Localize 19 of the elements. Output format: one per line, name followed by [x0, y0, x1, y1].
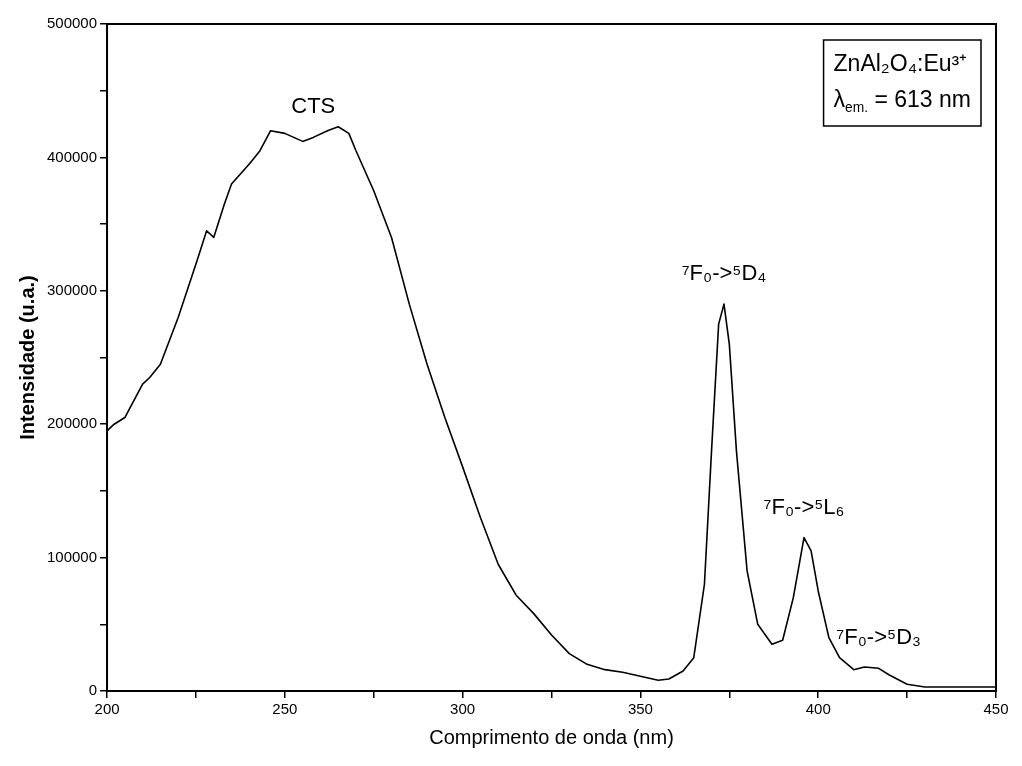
annotation: ⁷F₀->⁵D₃ — [836, 624, 921, 650]
y-tick-label: 200000 — [46, 414, 98, 432]
x-tick-label: 250 — [272, 700, 298, 718]
x-axis-title: Comprimento de onda (nm) — [429, 725, 674, 748]
y-tick-label: 400000 — [46, 147, 98, 165]
y-tick-label: 500000 — [46, 14, 98, 32]
annotation: ZnAl₂O₄:Eu³⁺ — [833, 50, 968, 77]
y-axis-title: Intensidade (u.a.) — [15, 275, 38, 440]
x-tick-label: 400 — [805, 700, 831, 718]
x-tick-label: 200 — [94, 700, 120, 718]
annotation: ⁷F₀->⁵L₆ — [763, 493, 845, 519]
x-tick-label: 300 — [450, 700, 476, 718]
annotation: CTS — [291, 93, 336, 119]
annotation: ⁷F₀->⁵D₄ — [681, 260, 767, 286]
x-tick-label: 350 — [627, 700, 653, 718]
x-tick-label: 450 — [983, 700, 1009, 718]
y-tick-label: 100000 — [46, 547, 98, 565]
y-tick-label: 300000 — [46, 280, 98, 298]
y-tick-label: 0 — [88, 681, 98, 699]
